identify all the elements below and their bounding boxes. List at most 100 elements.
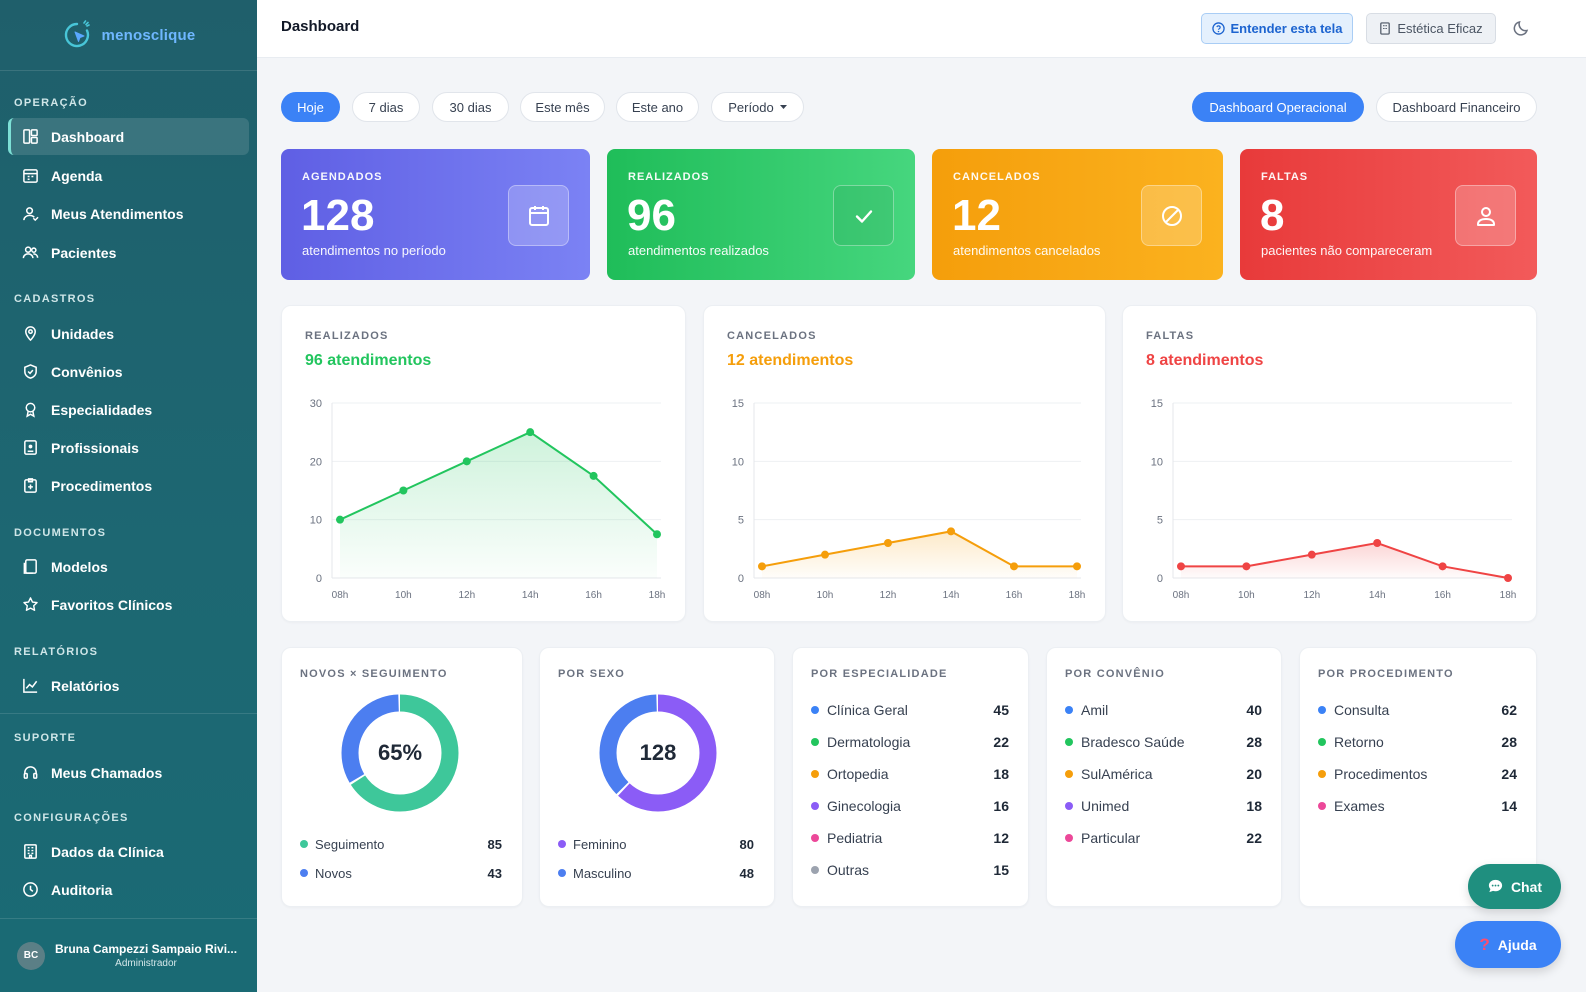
sidebar-item-label: Especialidades xyxy=(51,401,153,418)
kpi-label: AGENDADOS xyxy=(302,171,383,183)
sidebar-item-pacientes[interactable]: Pacientes xyxy=(8,234,249,271)
legend-label: Novos xyxy=(315,865,352,881)
sidebar-item-meus-chamados[interactable]: Meus Chamados xyxy=(8,754,249,791)
x-tick-label: 18h xyxy=(1500,590,1517,601)
list-label: Consulta xyxy=(1334,702,1390,718)
x-tick-label: 18h xyxy=(649,590,666,601)
data-point xyxy=(821,550,829,559)
list-dot xyxy=(1318,770,1326,778)
legend-label: Masculino xyxy=(573,865,632,881)
chart-card-label: CANCELADOS xyxy=(727,330,817,342)
moon-icon[interactable] xyxy=(1512,18,1532,38)
user-check-icon xyxy=(23,207,39,222)
list-value: 24 xyxy=(1501,766,1517,782)
chat-bubble-icon xyxy=(1488,879,1503,893)
legend-label: Seguimento xyxy=(315,836,385,852)
list-value: 18 xyxy=(1246,798,1262,814)
understand-screen-button[interactable]: Entender esta tela xyxy=(1201,13,1353,44)
user-name: Bruna Campezzi Sampaio Rivi... xyxy=(55,942,238,956)
kpi-label: FALTAS xyxy=(1261,171,1309,183)
help-button[interactable]: ? Ajuda xyxy=(1455,921,1561,968)
y-tick-label: 15 xyxy=(1151,398,1163,410)
section-title-configuracoes: CONFIGURAÇÕES xyxy=(14,812,129,824)
card-label: POR ESPECIALIDADE xyxy=(811,668,948,680)
sidebar-item-favoritos-clinicos[interactable]: Favoritos Clínicos xyxy=(8,586,249,623)
kpi-label: CANCELADOS xyxy=(953,171,1041,183)
sidebar-divider xyxy=(0,713,257,714)
chart-card-label: REALIZADOS xyxy=(305,330,389,342)
legend-value: 43 xyxy=(487,865,502,881)
filter-7-dias[interactable]: 7 dias xyxy=(352,92,420,122)
clinic-selector[interactable]: Estética Eficaz xyxy=(1366,13,1496,44)
section-title-operacao: OPERAÇÃO xyxy=(14,97,88,109)
view-dashboard-financeiro[interactable]: Dashboard Financeiro xyxy=(1376,92,1537,122)
list-item: Ginecologia 16 xyxy=(811,796,1009,816)
series-area xyxy=(1181,543,1508,578)
x-tick-label: 14h xyxy=(522,590,539,601)
sidebar-item-especialidades[interactable]: Especialidades xyxy=(8,391,249,428)
brand-name: menosclique xyxy=(101,26,196,44)
brand[interactable]: menosclique xyxy=(0,0,257,71)
list-dot xyxy=(811,834,819,842)
line-chart-cancelados: 0 5 10 15 08h 10h 12h 14h 16h 18h xyxy=(732,398,1086,601)
list-label: Ginecologia xyxy=(827,798,901,814)
avatar: BC xyxy=(17,941,45,970)
series-line xyxy=(339,431,658,535)
chart-card-headline: 96 atendimentos xyxy=(305,352,432,369)
kpi-icon-box xyxy=(1455,185,1516,246)
list-value: 22 xyxy=(993,734,1009,750)
sidebar-item-relatorios[interactable]: Relatórios xyxy=(8,667,249,704)
list-dot xyxy=(1318,706,1326,714)
user-icon xyxy=(1476,206,1495,226)
sidebar-item-procedimentos[interactable]: Procedimentos xyxy=(8,467,249,504)
list-value: 40 xyxy=(1246,702,1262,718)
chart-card-cancelados: CANCELADOS 12 atendimentos 0 5 10 15 08h 10h 1… xyxy=(703,305,1106,622)
x-tick-label: 08h xyxy=(1173,590,1190,601)
filter-este-ano[interactable]: Este ano xyxy=(616,92,699,122)
list-item: Bradesco Saúde 28 xyxy=(1065,732,1262,752)
sidebar-item-auditoria[interactable]: Auditoria xyxy=(8,871,249,908)
kpi-subtitle: atendimentos cancelados xyxy=(953,243,1101,258)
filter-hoje[interactable]: Hoje xyxy=(281,92,340,122)
list-item: Procedimentos 24 xyxy=(1318,764,1517,784)
sidebar-item-agenda[interactable]: Agenda xyxy=(8,157,249,194)
topbar: Dashboard Entender esta tela Estética Ef… xyxy=(257,0,1586,58)
list-label: Pediatria xyxy=(827,830,883,846)
sidebar-item-profissionais[interactable]: Profissionais xyxy=(8,429,249,466)
card-label: POR SEXO xyxy=(558,668,626,680)
list-value: 18 xyxy=(993,766,1009,782)
sidebar-item-convenios[interactable]: Convênios xyxy=(8,353,249,390)
data-point xyxy=(1073,562,1081,571)
filter-periodo-dropdown[interactable]: Período xyxy=(711,92,804,122)
kpi-subtitle: atendimentos realizados xyxy=(628,243,769,258)
list-dot xyxy=(811,866,819,874)
view-dashboard-operacional[interactable]: Dashboard Operacional xyxy=(1192,92,1364,122)
legend-row: Seguimento 85 xyxy=(300,834,502,854)
data-point xyxy=(526,428,535,437)
sidebar-item-dados-da-clinica[interactable]: Dados da Clínica xyxy=(8,833,249,870)
list-item: Ortopedia 18 xyxy=(811,764,1009,784)
sidebar-item-modelos[interactable]: Modelos xyxy=(8,548,249,585)
page-title: Dashboard xyxy=(281,18,360,35)
users-icon xyxy=(22,246,39,259)
y-tick-label: 0 xyxy=(738,573,744,585)
kpi-value: 12 xyxy=(952,191,1001,240)
list-label: SulAmérica xyxy=(1081,766,1153,782)
chat-button[interactable]: Chat xyxy=(1468,864,1561,909)
list-dot xyxy=(811,738,819,746)
filter-este-mes[interactable]: Este mês xyxy=(520,92,605,122)
question-mark-icon: ? xyxy=(1479,934,1490,954)
sidebar-item-label: Relatórios xyxy=(51,677,120,694)
kpi-faltas: FALTAS 8 pacientes não compareceram xyxy=(1240,149,1537,280)
legend-value: 85 xyxy=(487,836,502,852)
sidebar-item-dashboard[interactable]: Dashboard xyxy=(8,118,249,155)
sidebar-item-unidades[interactable]: Unidades xyxy=(8,315,249,352)
document-icon xyxy=(23,559,37,574)
sidebar-item-label: Modelos xyxy=(51,558,108,575)
award-icon xyxy=(25,402,36,418)
headset-icon xyxy=(23,766,38,779)
filter-30-dias[interactable]: 30 dias xyxy=(432,92,509,122)
sidebar-item-meus-atendimentos[interactable]: Meus Atendimentos xyxy=(8,195,249,232)
x-tick-label: 12h xyxy=(458,590,475,601)
user-profile[interactable]: BC Bruna Campezzi Sampaio Rivi... Admini… xyxy=(0,918,257,992)
